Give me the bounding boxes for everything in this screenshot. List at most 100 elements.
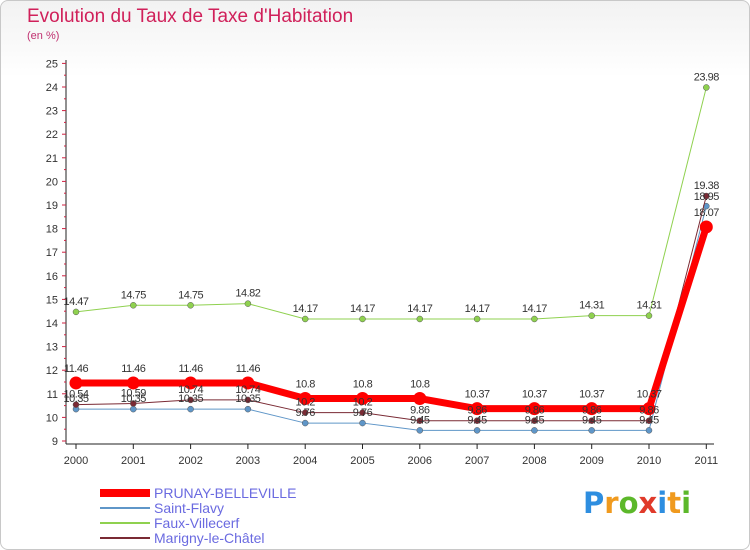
data-point-prunay-belleville xyxy=(527,402,541,416)
y-tick-label: 25 xyxy=(46,58,58,70)
data-point-marigny-le-ch-tel xyxy=(130,400,137,407)
logo-letter: r xyxy=(604,486,619,520)
data-label-prunay-belleville: 18.07 xyxy=(694,207,719,219)
data-label-marigny-le-ch-tel: 10.2 xyxy=(353,397,373,409)
data-label-marigny-le-ch-tel: 10.2 xyxy=(295,397,315,409)
x-tick-label: 2010 xyxy=(637,455,661,467)
data-point-marigny-le-ch-tel xyxy=(473,417,481,424)
series-line-saint-flavy xyxy=(76,206,707,431)
data-label-faux-villecerf: 14.17 xyxy=(407,303,432,315)
data-point-marigny-le-ch-tel xyxy=(703,192,710,200)
y-tick-label: 10 xyxy=(46,412,58,424)
logo-letter: t xyxy=(667,486,682,520)
x-tick-label: 2002 xyxy=(178,455,202,467)
data-label-marigny-le-ch-tel: 19.38 xyxy=(694,180,719,192)
x-tick-label: 2003 xyxy=(236,455,260,467)
logo-letter: x xyxy=(638,486,658,520)
legend-item: Marigny-le-Châtel xyxy=(100,531,360,546)
y-tick-label: 9 xyxy=(52,436,58,448)
data-point-prunay-belleville xyxy=(585,402,599,416)
data-point-faux-villecerf xyxy=(359,315,366,323)
data-label-saint-flavy: 10.35 xyxy=(121,393,146,405)
data-point-prunay-belleville xyxy=(241,376,255,390)
x-tick-label: 2004 xyxy=(293,455,317,467)
data-point-faux-villecerf xyxy=(130,302,137,309)
legend-label: PRUNAY-BELLEVILLE xyxy=(154,485,297,501)
data-label-faux-villecerf: 14.75 xyxy=(178,289,203,301)
data-label-marigny-le-ch-tel: 9.86 xyxy=(410,405,430,417)
data-point-prunay-belleville xyxy=(470,402,484,416)
data-point-saint-flavy xyxy=(473,427,481,434)
data-point-saint-flavy xyxy=(416,427,424,434)
data-label-prunay-belleville: 10.37 xyxy=(579,389,604,401)
data-label-saint-flavy: 10.35 xyxy=(178,393,203,405)
y-tick-label: 14 xyxy=(46,318,58,330)
data-point-saint-flavy xyxy=(301,419,309,427)
data-label-prunay-belleville: 10.37 xyxy=(465,389,490,401)
data-label-saint-flavy: 9.45 xyxy=(639,414,659,426)
data-label-prunay-belleville: 10.8 xyxy=(410,379,430,391)
logo-letter: i xyxy=(657,486,668,520)
data-point-prunay-belleville xyxy=(356,392,369,406)
data-point-prunay-belleville xyxy=(642,402,656,416)
y-tick-label: 21 xyxy=(46,153,58,165)
proxiti-logo: Proxiti xyxy=(583,486,691,520)
x-tick-label: 2006 xyxy=(408,455,432,467)
data-label-marigny-le-ch-tel: 9.86 xyxy=(467,405,487,417)
data-label-saint-flavy: 9.45 xyxy=(525,414,545,426)
y-tick-label: 15 xyxy=(46,294,58,306)
chart-legend: PRUNAY-BELLEVILLE Saint-Flavy Faux-Villece… xyxy=(100,486,360,546)
data-label-saint-flavy: 9.76 xyxy=(295,407,315,419)
y-tick-label: 23 xyxy=(46,106,58,118)
data-label-faux-villecerf: 14.47 xyxy=(63,296,88,308)
data-label-faux-villecerf: 14.31 xyxy=(579,300,604,312)
data-point-faux-villecerf xyxy=(473,315,481,323)
data-label-faux-villecerf: 14.31 xyxy=(636,300,661,312)
data-label-faux-villecerf: 14.17 xyxy=(350,303,375,315)
legend-label: Marigny-le-Châtel xyxy=(154,530,265,546)
x-tick-label: 2007 xyxy=(465,455,489,467)
x-tick-label: 2005 xyxy=(350,455,374,467)
data-point-prunay-belleville xyxy=(699,220,713,234)
legend-swatch xyxy=(100,507,150,509)
series-line-faux-villecerf xyxy=(75,87,707,320)
data-label-prunay-belleville: 10.37 xyxy=(636,389,661,401)
legend-item: Faux-Villecerf xyxy=(100,516,360,531)
data-point-marigny-le-ch-tel xyxy=(72,401,80,408)
data-label-saint-flavy: 10.35 xyxy=(235,393,260,405)
data-point-saint-flavy xyxy=(588,427,595,434)
data-point-marigny-le-ch-tel xyxy=(416,417,424,424)
data-point-saint-flavy xyxy=(187,405,194,413)
data-label-prunay-belleville: 11.46 xyxy=(236,363,261,375)
series-line-prunay-belleville xyxy=(76,225,710,413)
data-label-faux-villecerf: 14.17 xyxy=(465,303,490,315)
y-tick-label: 20 xyxy=(46,176,58,188)
y-axis-unit: (en %) xyxy=(27,30,60,42)
data-label-prunay-belleville: 10.37 xyxy=(522,389,547,401)
legend-swatch xyxy=(100,489,150,497)
data-point-saint-flavy xyxy=(359,419,366,427)
data-point-marigny-le-ch-tel xyxy=(187,396,194,404)
data-point-prunay-belleville xyxy=(126,376,140,390)
data-point-prunay-belleville xyxy=(413,392,427,406)
data-label-marigny-le-ch-tel: 10.54 xyxy=(63,389,88,401)
data-label-faux-villecerf: 23.98 xyxy=(694,71,719,83)
data-label-prunay-belleville: 11.46 xyxy=(64,363,89,375)
data-label-faux-villecerf: 14.82 xyxy=(235,288,260,300)
data-point-saint-flavy xyxy=(130,405,137,413)
data-label-marigny-le-ch-tel: 9.86 xyxy=(582,405,602,417)
data-label-saint-flavy: 9.45 xyxy=(467,414,487,426)
y-tick-label: 22 xyxy=(46,129,58,141)
x-tick-label: 2009 xyxy=(579,455,603,467)
data-point-saint-flavy xyxy=(244,405,252,413)
data-label-marigny-le-ch-tel: 10.59 xyxy=(121,387,146,399)
y-tick-label: 11 xyxy=(47,389,58,401)
data-point-faux-villecerf xyxy=(301,315,309,323)
data-label-marigny-le-ch-tel: 9.86 xyxy=(525,405,545,417)
data-label-saint-flavy: 9.76 xyxy=(353,407,373,419)
chart-title: Evolution du Taux de Taxe d'Habitation xyxy=(27,6,354,27)
data-point-saint-flavy xyxy=(645,427,653,434)
data-label-faux-villecerf: 14.75 xyxy=(121,289,146,301)
legend-item: Saint-Flavy xyxy=(100,501,360,516)
